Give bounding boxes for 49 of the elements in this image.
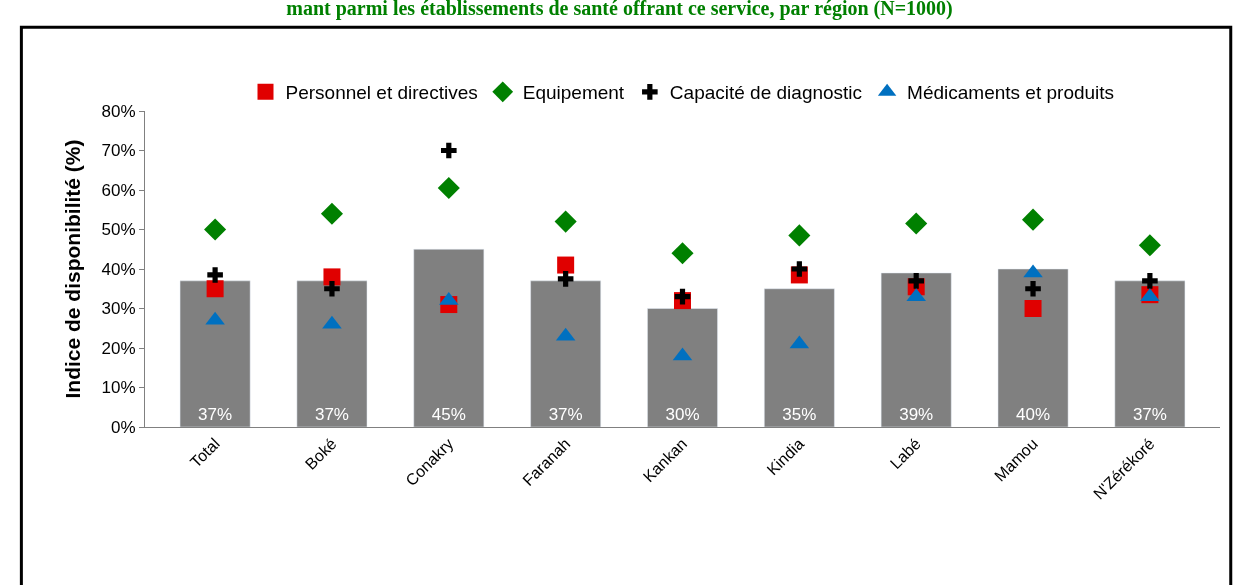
- y-tick-label: 60%: [101, 180, 136, 200]
- y-tick-label: 30%: [101, 299, 136, 319]
- point: [320, 202, 344, 225]
- data-label: 30%: [665, 405, 700, 424]
- y-tick-label: 20%: [101, 338, 136, 358]
- data-label: 35%: [782, 405, 817, 424]
- y-tick-label: 40%: [101, 259, 136, 279]
- point: [205, 311, 225, 325]
- point: [323, 268, 341, 286]
- point: [322, 315, 342, 329]
- data-label: 37%: [1132, 405, 1167, 424]
- point: [207, 267, 223, 283]
- point: [908, 273, 924, 289]
- point: [905, 212, 928, 235]
- legend-label: Capacité de diagnostic: [669, 82, 863, 104]
- legend-label: Equipement: [522, 82, 625, 104]
- y-axis-title: Indice de disponibilité (%): [60, 139, 84, 399]
- data-label: 39%: [899, 405, 934, 424]
- point: [554, 210, 577, 233]
- point: [1023, 264, 1043, 278]
- data-label: 37%: [314, 405, 349, 424]
- data-label: 37%: [548, 405, 583, 424]
- legend-label: Personnel et directives: [285, 82, 478, 104]
- point: [1138, 234, 1161, 257]
- point: [674, 288, 691, 305]
- data-label: 45%: [431, 405, 466, 424]
- y-tick-label: 70%: [101, 141, 136, 161]
- point: [1021, 208, 1045, 231]
- point: [1142, 273, 1158, 289]
- data-label: 37%: [198, 405, 233, 424]
- data-label: 40%: [1016, 405, 1051, 424]
- point: [1024, 300, 1042, 317]
- point: [557, 271, 574, 287]
- y-tick-label: 80%: [101, 101, 136, 121]
- point: [1025, 280, 1041, 297]
- point: [324, 280, 340, 297]
- point: [671, 242, 694, 265]
- point: [206, 280, 224, 298]
- y-tick-label: 50%: [101, 220, 136, 240]
- chart-title: mant parmi les établissements de santé offrant ce service, par région (N=1000): [286, 0, 953, 21]
- point: [788, 224, 811, 247]
- point: [204, 218, 227, 241]
- point: [557, 256, 575, 274]
- y-tick-label: 10%: [101, 378, 136, 398]
- y-tick-label: 0%: [111, 417, 136, 437]
- point: [791, 261, 808, 277]
- legend-label: Médicaments et produits: [907, 82, 1115, 104]
- point: [437, 176, 460, 200]
- point: [441, 142, 457, 159]
